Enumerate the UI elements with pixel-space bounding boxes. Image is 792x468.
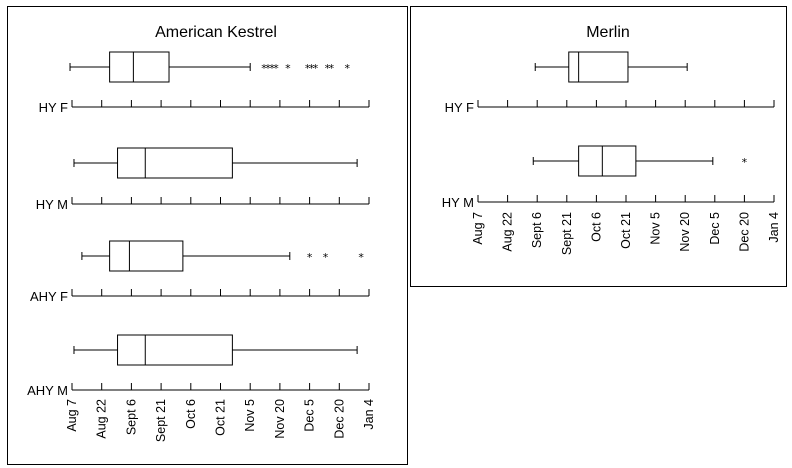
kestrel-hy-f-outlier: * (325, 62, 331, 75)
merlin-x-tick-label: Oct 21 (619, 212, 633, 249)
merlin-x-tick-label: Oct 6 (589, 212, 603, 242)
kestrel-x-tick-label: Aug 7 (65, 399, 79, 432)
merlin-panel: Merlin HY F * HY M Aug 7 Aug 22 Sept 6 Sept 21 O… (410, 6, 787, 287)
kestrel-x-tick-label: Oct 21 (214, 399, 228, 436)
merlin-x-tick-label: Sept 6 (530, 212, 544, 248)
merlin-hy-m-label: HY M (442, 195, 474, 210)
kestrel-hy-m-label: HY M (36, 197, 68, 212)
merlin-hy-f-label: HY F (445, 100, 474, 115)
kestrel-hy-m-box (117, 147, 233, 179)
merlin-x-tick-label: Aug 7 (471, 212, 485, 245)
merlin-x-tick-label: Nov 5 (649, 212, 663, 245)
merlin-x-tick-label: Aug 22 (501, 212, 515, 252)
merlin-x-tick-label: Dec 5 (708, 212, 722, 245)
kestrel-ahy-f-outlier: * (307, 251, 313, 264)
kestrel-x-tick-label: Nov 20 (273, 399, 287, 439)
kestrel-hy-f-outlier: * (344, 62, 350, 75)
kestrel-ahy-f-outlier: * (323, 251, 329, 264)
kestrel-ahy-f-label: AHY F (30, 289, 68, 304)
kestrel-ahy-m-box (117, 334, 233, 366)
kestrel-hy-f-box (109, 51, 170, 83)
kestrel-x-tick-label: Nov 5 (243, 399, 257, 432)
kestrel-x-tick-label: Dec 20 (332, 399, 346, 439)
kestrel-hy-f-outlier: * (305, 62, 311, 75)
kestrel-hy-f-outlier: * (261, 62, 267, 75)
merlin-hy-m-box (578, 145, 637, 177)
merlin-hy-m-outlier: * (742, 156, 748, 169)
kestrel-hy-f-outlier: * (313, 62, 319, 75)
kestrel-hy-f-outlier: * (309, 62, 315, 75)
merlin-x-tick-label: Sept 21 (560, 212, 574, 255)
kestrel-hy-f-outlier: * (273, 62, 279, 75)
kestrel-ahy-m-label: AHY M (27, 383, 68, 398)
kestrel-x-tick-label: Dec 5 (303, 399, 317, 432)
kestrel-hy-f-outlier: * (265, 62, 271, 75)
kestrel-hy-f-outlier: * (269, 62, 275, 75)
kestrel-ahy-f-outlier: * (358, 251, 364, 264)
kestrel-panel: American Kestrel * * * * * * * * * * * HY F HY M * * * AH… (7, 6, 408, 465)
kestrel-x-tick-label: Sept 21 (154, 399, 168, 442)
merlin-x-tick-label: Jan 4 (767, 212, 781, 243)
kestrel-x-tick-label: Jan 4 (362, 399, 376, 430)
merlin-x-tick-label: Nov 20 (678, 212, 692, 252)
merlin-chart: Merlin HY F * HY M Aug 7 Aug 22 Sept 6 Sept 21 O… (442, 24, 781, 255)
merlin-x-tick-label: Dec 20 (737, 212, 751, 252)
merlin-title: Merlin (586, 24, 630, 41)
kestrel-hy-f-label: HY F (39, 100, 68, 115)
kestrel-title: American Kestrel (155, 24, 277, 41)
kestrel-x-tick-label: Oct 6 (184, 399, 198, 429)
kestrel-chart: American Kestrel**** * *** ** *HY FHY M* * *AH… (27, 24, 376, 442)
kestrel-hy-f-outlier: * (329, 62, 335, 75)
kestrel-x-tick-label: Aug 22 (95, 399, 109, 439)
merlin-hy-f-box (568, 51, 629, 83)
kestrel-hy-f-outlier: * (285, 62, 291, 75)
kestrel-x-tick-label: Sept 6 (124, 399, 138, 435)
kestrel-ahy-f-box (109, 240, 184, 272)
